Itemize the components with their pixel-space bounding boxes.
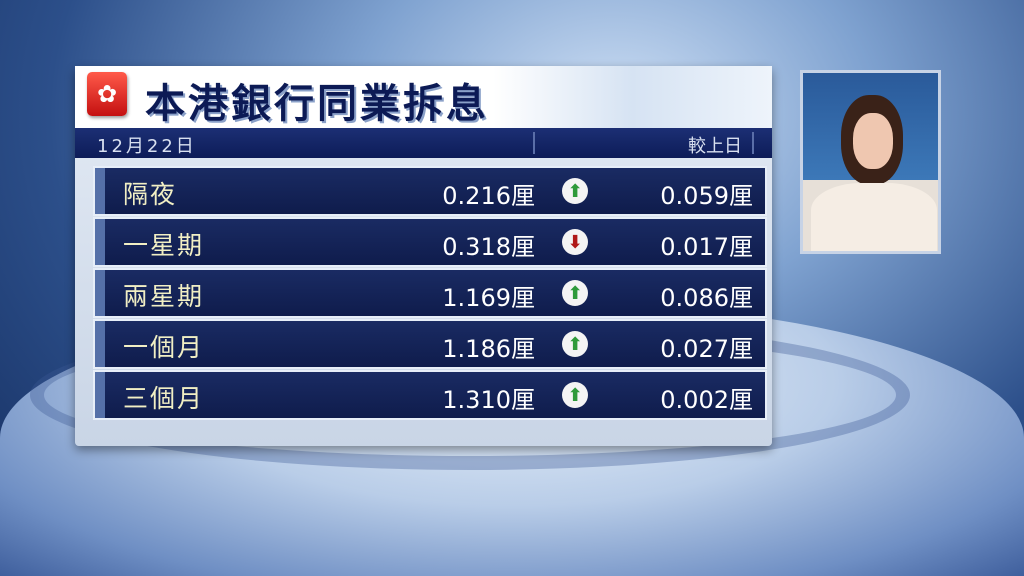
rate-row: 三個月 1.310厘 ⬆ 0.002厘 [95,372,765,418]
title-bar: ✿ 本港銀行同業拆息 [75,66,772,128]
rate-value: 0.216厘 [442,182,535,210]
date-label: 12月22日 [97,136,197,157]
rate-row: 兩星期 1.169厘 ⬆ 0.086厘 [95,270,765,316]
rate-value: 1.169厘 [442,284,535,312]
arrow-up-icon: ⬆ [562,178,588,204]
change-value: 0.027厘 [660,335,753,363]
divider [533,132,535,154]
term-label: 一星期 [123,231,205,260]
term-label: 兩星期 [123,282,205,311]
change-value: 0.059厘 [660,182,753,210]
rate-value: 0.318厘 [442,233,535,261]
interbank-rate-panel: ✿ 本港銀行同業拆息 12月22日 較上日 隔夜 0.216厘 ⬆ 0.059厘… [75,66,772,446]
anchor-face [853,113,893,169]
rate-row: 隔夜 0.216厘 ⬆ 0.059厘 [95,168,765,214]
rate-row: 一星期 0.318厘 ⬇ 0.017厘 [95,219,765,265]
arrow-up-icon: ⬆ [562,382,588,408]
change-value: 0.017厘 [660,233,753,261]
change-value: 0.086厘 [660,284,753,312]
arrow-up-icon: ⬆ [562,280,588,306]
date-bar: 12月22日 較上日 [75,128,772,158]
hk-flag-icon: ✿ [87,72,127,116]
compare-header: 較上日 [688,136,742,157]
term-label: 隔夜 [123,180,178,209]
divider [752,132,754,154]
arrow-up-icon: ⬆ [562,331,588,357]
term-label: 一個月 [123,333,205,362]
rate-value: 1.186厘 [442,335,535,363]
rate-value: 1.310厘 [442,386,535,414]
arrow-down-icon: ⬇ [562,229,588,255]
change-value: 0.002厘 [660,386,753,414]
term-label: 三個月 [123,384,205,413]
panel-title: 本港銀行同業拆息 [145,81,489,127]
news-anchor-video [800,70,941,254]
anchor-body [811,183,937,251]
rate-row: 一個月 1.186厘 ⬆ 0.027厘 [95,321,765,367]
